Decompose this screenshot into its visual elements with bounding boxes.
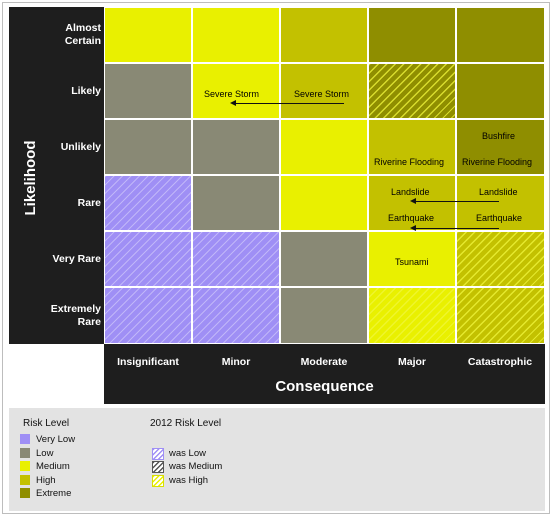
legend-swatch-medium: [20, 461, 30, 471]
risk-label-severe-storm-moderate: Severe Storm: [294, 89, 350, 99]
col-label-minor: Minor: [221, 356, 251, 368]
cell-very-rare-moderate: [280, 231, 368, 287]
legend-swatch-extreme: [20, 488, 30, 498]
cell-rare-insignificant: [104, 175, 192, 231]
cell-likely-minor: [192, 63, 280, 119]
cell-extremely-rare-minor: [192, 287, 280, 344]
col-label-catastrophic: Catastrophic: [467, 356, 533, 368]
cell-rare-minor: [192, 175, 280, 231]
cell-very-rare-minor: [192, 231, 280, 287]
cell-almost-certain-insignificant: [104, 7, 192, 63]
cell-almost-certain-major: [368, 7, 456, 63]
row-label-almost-certain: Almost Certain: [64, 22, 101, 47]
legend-swatch-was-medium: [152, 461, 164, 473]
hatch-was-low: [105, 288, 191, 343]
row-label-very-rare: Very Rare: [52, 252, 101, 265]
arrow-head-landslide: [410, 197, 416, 204]
row-label-rare: Rare: [77, 196, 101, 209]
hatch-was-low: [193, 232, 279, 286]
legend-label-high: High: [36, 475, 56, 486]
cell-unlikely-catastrophic: [456, 119, 545, 175]
risk-label-earthquake-major: Earthquake: [388, 213, 435, 223]
arrow-landslide: [414, 201, 499, 202]
cell-extremely-rare-major: [368, 287, 456, 344]
legend-risk-level-title: Risk Level: [23, 418, 70, 429]
arrow-head-severe-storm: [230, 99, 236, 106]
legend-swatch-was-high: [152, 475, 164, 487]
legend-label-extreme: Extreme: [36, 488, 72, 499]
legend-swatch-very-low: [20, 434, 30, 444]
legend-label-medium: Medium: [36, 461, 70, 472]
col-label-insignificant: Insignificant: [117, 356, 179, 368]
cell-unlikely-minor: [192, 119, 280, 175]
hatch-was-high: [457, 288, 544, 343]
risk-label-riverine-flooding-major: Riverine Flooding: [374, 157, 445, 167]
consequence-label-row: Insignificant Minor Moderate Major Catas…: [104, 344, 545, 404]
cell-very-rare-insignificant: [104, 231, 192, 287]
hatch-was-high: [369, 288, 455, 343]
cell-unlikely-insignificant: [104, 119, 192, 175]
cell-almost-certain-moderate: [280, 7, 368, 63]
cell-rare-catastrophic: [456, 175, 545, 231]
hatch-was-high: [457, 232, 544, 286]
legend-label-low: Low: [36, 448, 54, 459]
risk-label-landslide-major: Landslide: [391, 187, 430, 197]
cell-very-rare-catastrophic: [456, 231, 545, 287]
row-label-unlikely: Unlikely: [60, 140, 101, 153]
risk-label-riverine-flooding-catastrophic: Riverine Flooding: [462, 157, 533, 167]
cell-likely-catastrophic: [456, 63, 545, 119]
risk-label-tsunami: Tsunami: [395, 257, 429, 267]
arrow-severe-storm: [234, 103, 344, 104]
cell-unlikely-major: [368, 119, 456, 175]
legend-swatch-was-low: [152, 448, 164, 460]
cell-extremely-rare-moderate: [280, 287, 368, 344]
likelihood-label-column: Likelihood Almost Certain Likely Unlikel…: [9, 7, 104, 344]
legend-label-was-high: was High: [169, 475, 209, 486]
risk-label-bushfire: Bushfire: [482, 131, 516, 141]
col-label-major: Major: [397, 356, 426, 368]
legend-label-was-low: was Low: [169, 448, 206, 459]
legend-label-was-medium: was Medium: [169, 461, 223, 472]
cell-almost-certain-minor: [192, 7, 280, 63]
arrow-head-earthquake: [410, 224, 416, 231]
cell-extremely-rare-insignificant: [104, 287, 192, 344]
cell-likely-major: [368, 63, 456, 119]
cell-extremely-rare-catastrophic: [456, 287, 545, 344]
hatch-was-low: [105, 232, 191, 286]
row-label-extremely-rare: Extremely Rare: [50, 302, 101, 328]
cell-likely-insignificant: [104, 63, 192, 119]
risk-grid: Severe Storm Severe Storm Bushfire River…: [104, 7, 545, 344]
legend: Risk Level Very Low Low Medium High Extr…: [9, 408, 545, 511]
hatch-was-low: [193, 288, 279, 343]
col-label-moderate: Moderate: [300, 356, 348, 368]
hatch-was-high: [369, 64, 455, 118]
row-label-likely: Likely: [71, 84, 101, 97]
legend-swatch-low: [20, 448, 30, 458]
risk-label-landslide-catastrophic: Landslide: [479, 187, 518, 197]
cell-rare-moderate: [280, 175, 368, 231]
x-axis-title: Consequence: [275, 378, 374, 395]
risk-label-earthquake-catastrophic: Earthquake: [476, 213, 523, 223]
risk-label-severe-storm-minor: Severe Storm: [204, 89, 260, 99]
cell-likely-moderate: [280, 63, 368, 119]
cell-very-rare-major: [368, 231, 456, 287]
legend-label-very-low: Very Low: [36, 434, 76, 445]
arrow-earthquake: [414, 228, 499, 229]
cell-almost-certain-catastrophic: [456, 7, 545, 63]
legend-swatch-high: [20, 475, 30, 485]
legend-prior-title: 2012 Risk Level: [150, 418, 222, 429]
cell-unlikely-moderate: [280, 119, 368, 175]
hatch-was-low: [105, 176, 191, 230]
